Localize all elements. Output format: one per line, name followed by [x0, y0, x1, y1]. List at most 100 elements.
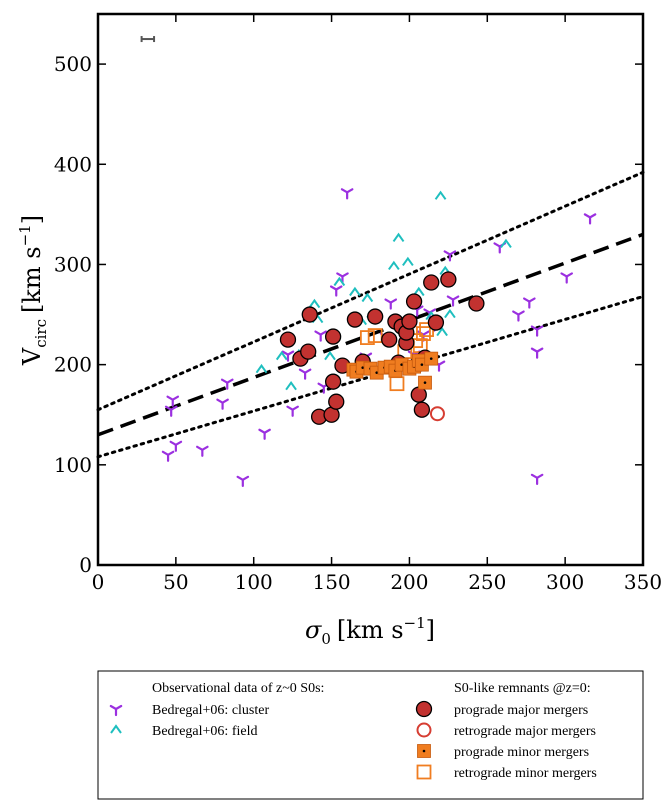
fit-line-dotted: [96, 170, 645, 412]
y-axis-unit-close: ]: [18, 215, 46, 224]
y-axis-title: Vcirc [km s−1]: [16, 215, 50, 366]
x-axis-subscript: 0: [321, 630, 331, 648]
legend-label-bedregal-06-cluster: Bedregal+06: cluster: [152, 703, 269, 718]
point-retrograde-minor-mergers: [359, 330, 375, 345]
point-bedregal-06-cluster: [530, 347, 544, 359]
legend-label-bedregal-06-field: Bedregal+06: field: [152, 724, 257, 739]
x-tick-label: 50: [163, 570, 188, 594]
point-bedregal-06-field: [361, 292, 374, 303]
legend-frame: [97, 670, 644, 800]
point-bedregal-06-field: [434, 190, 447, 200]
point-prograde-major-mergers: [440, 271, 457, 288]
y-axis-superscript: −1: [16, 224, 34, 246]
point-prograde-minor-mergers-center: [400, 363, 403, 366]
x-tick-label: 350: [624, 570, 662, 594]
y-tick-label: 0: [79, 553, 92, 577]
y-axis-subscript: circ: [32, 319, 50, 348]
point-bedregal-06-cluster: [583, 213, 597, 225]
point-bedregal-06-cluster: [530, 473, 544, 485]
data-points: [161, 188, 597, 487]
point-retrograde-major-mergers: [429, 406, 445, 422]
point-bedregal-06-cluster: [560, 272, 574, 284]
y-tick-label: 500: [54, 52, 92, 76]
y-tick-label: 300: [54, 252, 92, 276]
point-prograde-major-mergers: [367, 308, 384, 325]
plot-frame: [96, 12, 645, 567]
x-tick-label: 250: [468, 570, 506, 594]
point-bedregal-06-cluster: [286, 405, 299, 417]
point-bedregal-06-cluster: [281, 350, 295, 362]
point-prograde-major-mergers: [300, 343, 317, 360]
point-bedregal-06-field: [444, 308, 456, 319]
point-prograde-major-mergers: [401, 313, 418, 330]
point-prograde-minor-mergers-center: [375, 371, 379, 374]
y-axis-ticks: 0 100 200 300 400 500: [54, 52, 643, 577]
point-bedregal-06-field: [275, 350, 288, 361]
point-prograde-major-mergers: [324, 373, 342, 390]
point-prograde-major-mergers: [413, 401, 431, 418]
legend-label-retrograde-major-mergers: retrograde major mergers: [454, 724, 596, 739]
point-prograde-major-mergers: [381, 331, 398, 348]
point-bedregal-06-cluster: [443, 250, 457, 262]
x-axis-symbol: σ: [305, 616, 322, 644]
y-tick-label: 200: [54, 353, 92, 377]
legend-marker-bedregal-06-cluster: [109, 704, 123, 717]
point-prograde-major-mergers: [427, 314, 445, 331]
x-tick-label: 150: [312, 570, 350, 594]
legend-label-retrograde-minor-mergers: retrograde minor mergers: [454, 766, 597, 781]
point-bedregal-06-field: [412, 286, 425, 297]
point-bedregal-06-cluster: [512, 310, 525, 322]
legend-marker-retrograde-minor-mergers: [416, 764, 432, 780]
legend-header-observational: Observational data of z~0 S0s:: [152, 681, 324, 696]
point-prograde-minor-mergers-center: [361, 366, 365, 369]
point-prograde-major-mergers: [301, 306, 318, 323]
point-retrograde-minor-mergers: [416, 326, 431, 341]
point-bedregal-06-field: [436, 326, 448, 337]
point-prograde-minor-mergers-center: [429, 357, 433, 360]
point-bedregal-06-field: [308, 298, 321, 309]
legend-entries: Bedregal+06: cluster Bedregal+06: field pr…: [109, 700, 597, 781]
legend-marker-prograde-major-mergers: [415, 700, 433, 718]
point-bedregal-06-cluster: [164, 405, 178, 417]
point-prograde-major-mergers: [423, 274, 440, 291]
x-axis-unit-close: ]: [426, 616, 435, 644]
point-retrograde-minor-mergers: [389, 376, 405, 392]
point-bedregal-06-field: [392, 232, 405, 242]
point-bedregal-06-cluster: [196, 445, 209, 457]
point-bedregal-06-cluster: [384, 298, 398, 310]
legend: Observational data of z~0 S0s: S0-like r…: [97, 670, 644, 800]
point-prograde-major-mergers: [468, 295, 485, 312]
legend-label-prograde-minor-mergers: prograde minor mergers: [454, 745, 589, 760]
point-bedregal-06-field: [324, 350, 336, 361]
point-bedregal-06-cluster: [236, 475, 250, 487]
point-bedregal-06-cluster: [298, 368, 312, 380]
point-bedregal-06-cluster: [523, 297, 536, 309]
plot-axes: [140, 36, 156, 43]
fit-line-dashed: [97, 232, 644, 437]
x-axis-ticks: 0 50 100 150 200 250 300 350: [92, 14, 662, 594]
x-axis-unit: [km s: [337, 616, 404, 644]
point-bedregal-06-field: [402, 256, 414, 267]
point-retrograde-minor-mergers: [367, 328, 383, 343]
point-prograde-major-mergers: [279, 331, 297, 348]
point-bedregal-06-cluster: [169, 440, 183, 452]
point-bedregal-06-field: [349, 286, 361, 297]
legend-header-remnants: S0-like remnants @z=0:: [454, 681, 591, 696]
legend-marker-bedregal-06-field: [110, 724, 122, 734]
x-axis-title: σ0 [km s−1]: [305, 614, 435, 648]
x-tick-label: 100: [235, 570, 273, 594]
y-axis-unit: [km s: [18, 246, 46, 313]
point-bedregal-06-cluster: [314, 330, 327, 342]
x-tick-label: 300: [546, 570, 584, 594]
point-prograde-major-mergers: [346, 311, 364, 328]
y-tick-label: 400: [54, 152, 92, 176]
point-prograde-minor-mergers-center: [423, 381, 427, 384]
point-prograde-major-mergers: [328, 393, 345, 410]
point-bedregal-06-cluster: [446, 295, 460, 307]
legend-marker-retrograde-major-mergers: [416, 722, 432, 738]
point-bedregal-06-cluster: [258, 428, 271, 440]
x-tick-label: 200: [390, 570, 428, 594]
point-bedregal-06-field: [500, 238, 512, 248]
point-bedregal-06-cluster: [340, 188, 354, 200]
